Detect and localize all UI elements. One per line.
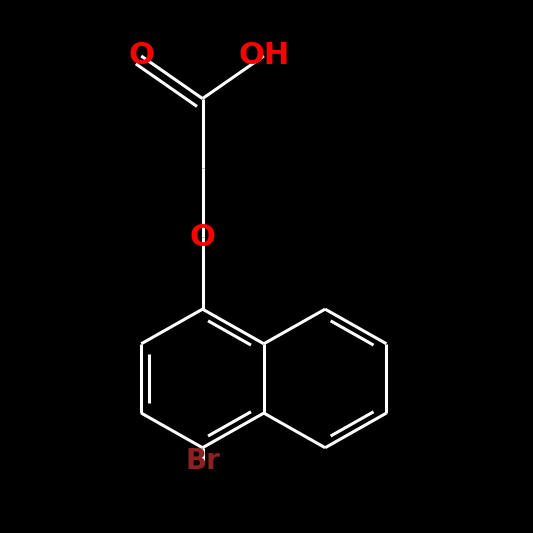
Text: Br: Br xyxy=(185,447,220,475)
Text: OH: OH xyxy=(238,42,289,70)
Text: O: O xyxy=(190,223,215,252)
Text: O: O xyxy=(128,42,154,70)
